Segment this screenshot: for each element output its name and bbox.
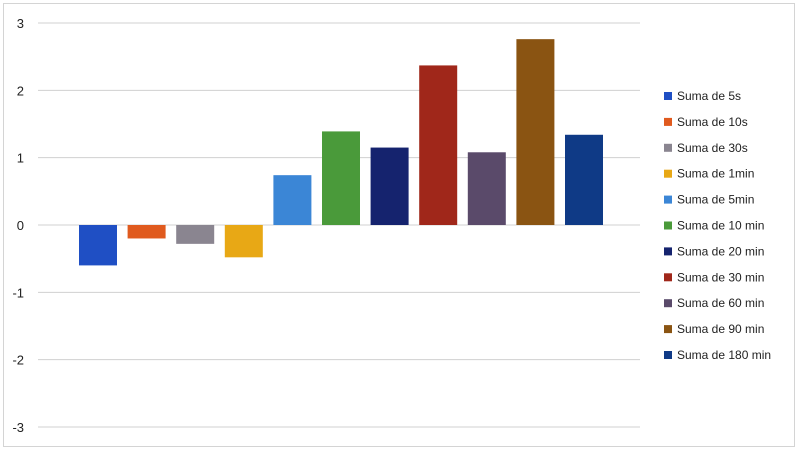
legend-item: Suma de 5min — [664, 193, 754, 207]
bar — [322, 131, 360, 225]
bar — [370, 147, 409, 225]
legend-item: Suma de 10 min — [664, 219, 764, 233]
legend-label: Suma de 5s — [677, 89, 741, 103]
y-tick-label: 3 — [17, 16, 24, 31]
legend-label: Suma de 10s — [677, 115, 748, 129]
bar — [565, 134, 603, 225]
legend-label: Suma de 30 min — [677, 270, 764, 284]
legend-label: Suma de 180 min — [677, 348, 771, 362]
legend-item: Suma de 5s — [664, 89, 741, 103]
bar — [273, 175, 312, 225]
y-tick-label: -1 — [12, 285, 24, 300]
y-tick-label: 2 — [17, 83, 24, 98]
legend-swatch — [664, 195, 672, 204]
y-tick-label: 1 — [17, 151, 24, 166]
legend-swatch — [664, 221, 672, 230]
legend-swatch — [664, 325, 672, 334]
legend-item: Suma de 1min — [664, 167, 754, 181]
y-axis-tick-labels: -3 -2 -1 0 1 2 3 — [12, 16, 24, 435]
bars — [79, 39, 603, 266]
bar — [419, 65, 458, 225]
legend-item: Suma de 30 min — [664, 270, 764, 284]
legend-swatch — [664, 92, 672, 100]
legend-swatch — [664, 143, 672, 152]
legend-swatch — [664, 117, 672, 126]
legend-label: Suma de 5min — [677, 193, 754, 207]
legend: Suma de 5s Suma de 10s Suma de 30s Suma de … — [664, 89, 771, 362]
legend-item: Suma de 60 min — [664, 296, 764, 310]
legend-item: Suma de 10s — [664, 115, 748, 129]
bar — [224, 225, 263, 258]
legend-swatch — [664, 351, 672, 359]
legend-label: Suma de 90 min — [677, 322, 764, 336]
legend-label: Suma de 10 min — [677, 219, 764, 233]
bar — [127, 225, 166, 239]
y-tick-label: -2 — [12, 353, 24, 368]
chart-frame — [3, 3, 795, 447]
legend-swatch — [664, 169, 672, 178]
legend-swatch — [664, 299, 672, 308]
bar — [176, 225, 215, 244]
y-tick-label: 0 — [17, 218, 24, 233]
legend-label: Suma de 60 min — [677, 296, 764, 310]
legend-item: Suma de 90 min — [664, 322, 764, 336]
legend-item: Suma de 30s — [664, 141, 748, 155]
legend-swatch — [664, 273, 672, 282]
legend-item: Suma de 20 min — [664, 244, 764, 258]
legend-label: Suma de 20 min — [677, 244, 764, 258]
legend-item: Suma de 180 min — [664, 348, 771, 362]
legend-swatch — [664, 247, 672, 256]
bar — [516, 39, 555, 225]
y-tick-label: -3 — [12, 420, 24, 435]
bar — [79, 225, 117, 266]
legend-label: Suma de 1min — [677, 167, 754, 181]
legend-label: Suma de 30s — [677, 141, 748, 155]
bar — [467, 152, 506, 225]
